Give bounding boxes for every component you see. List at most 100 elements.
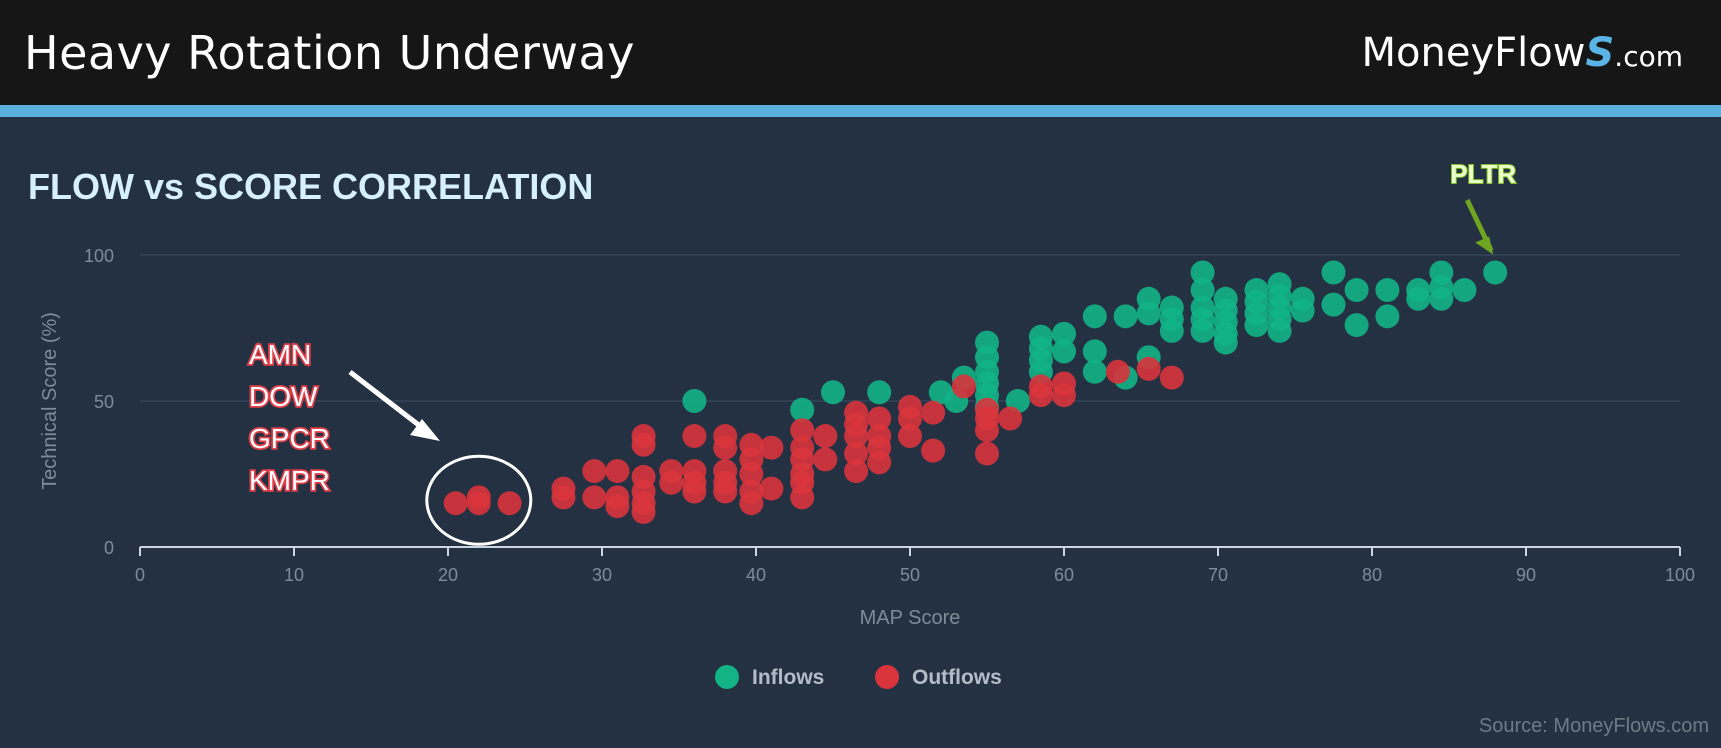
- y-tick-label: 50: [94, 392, 114, 412]
- inflow-point: [682, 389, 707, 413]
- x-tick-label: 10: [284, 565, 304, 585]
- outflow-point: [898, 406, 922, 431]
- outflow-point: [844, 441, 869, 466]
- chart-title: FLOW vs SCORE CORRELATION: [28, 166, 594, 207]
- outflow-point: [582, 485, 607, 510]
- annotation-arrowhead-pltr: [1475, 236, 1494, 255]
- inflow-point: [1321, 292, 1346, 317]
- x-tick-label: 100: [1665, 565, 1695, 585]
- outflow-point: [497, 491, 522, 516]
- inflow-point: [1344, 313, 1369, 338]
- inflow-point: [1082, 339, 1107, 364]
- annotation-circle-tickers: [425, 454, 533, 546]
- logo-s-mark: S: [1585, 30, 1615, 76]
- page-title: Heavy Rotation Underway: [24, 26, 635, 80]
- inflow-point: [1406, 286, 1431, 311]
- annotation-ticker-label: AMN: [249, 339, 311, 370]
- outflow-point: [551, 485, 576, 510]
- inflow-point: [1213, 330, 1238, 355]
- outflow-point: [582, 459, 607, 484]
- inflow-point: [1113, 304, 1138, 329]
- logo-wordmark: MoneyFlow: [1361, 30, 1586, 76]
- outflow-point: [898, 424, 922, 449]
- outflow-point: [659, 470, 684, 495]
- outflow-point: [921, 438, 946, 463]
- x-tick-label: 40: [746, 565, 766, 585]
- outflow-point: [631, 499, 656, 524]
- inflow-point: [1321, 260, 1346, 285]
- inflow-point: [1082, 359, 1107, 384]
- inflow-point: [1375, 278, 1400, 303]
- brand-logo: MoneyFlowS.com: [1362, 30, 1683, 76]
- y-axis-label: Technical Score (%): [39, 312, 61, 490]
- inflow-point: [1190, 278, 1215, 303]
- inflow-point: [1159, 318, 1184, 343]
- x-axis-label: MAP Score: [860, 607, 961, 629]
- outflow-point: [790, 418, 815, 443]
- inflow-point: [1452, 278, 1477, 303]
- outflow-point: [813, 424, 838, 449]
- outflow-point: [1159, 365, 1184, 390]
- y-tick-label: 100: [84, 246, 114, 266]
- inflow-point: [1082, 304, 1107, 329]
- outflow-point: [605, 459, 630, 484]
- outflow-point: [975, 441, 999, 466]
- legend-marker-outflows: [875, 665, 899, 689]
- legend-marker-inflows: [715, 665, 739, 689]
- outflow-point: [1105, 359, 1130, 384]
- outflow-point: [867, 406, 892, 431]
- inflow-point: [790, 397, 815, 422]
- inflow-point: [821, 380, 845, 405]
- outflow-point: [713, 435, 738, 460]
- outflow-point: [998, 406, 1023, 431]
- annotation-ticker-label: GPCR: [249, 423, 330, 454]
- outflow-point: [951, 374, 976, 399]
- inflow-point: [1136, 301, 1161, 326]
- legend-label-inflows: Inflows: [752, 666, 824, 689]
- outflow-point: [867, 450, 892, 475]
- x-tick-label: 70: [1208, 565, 1228, 585]
- outflow-point: [1028, 383, 1053, 408]
- outflow-point: [682, 424, 707, 449]
- y-tick-label: 0: [104, 538, 114, 558]
- inflow-point: [1483, 260, 1508, 285]
- x-tick-label: 80: [1362, 565, 1382, 585]
- outflow-point: [844, 459, 869, 484]
- outflow-point: [813, 447, 838, 472]
- outflow-point: [790, 485, 815, 510]
- inflow-point: [1190, 318, 1215, 343]
- inflow-point: [867, 380, 892, 405]
- outflow-point: [844, 424, 869, 449]
- annotation-ticker-label: KMPR: [249, 465, 330, 496]
- inflow-point: [1429, 286, 1454, 311]
- x-tick-label: 60: [1054, 565, 1074, 585]
- inflow-point: [1244, 313, 1269, 338]
- annotation-ticker-label: DOW: [249, 381, 318, 412]
- outflow-point: [921, 400, 946, 425]
- outflow-point: [759, 476, 784, 501]
- header-bar: Heavy Rotation Underway MoneyFlowS.com: [0, 0, 1721, 105]
- outflow-point: [631, 432, 656, 457]
- outflow-point: [713, 479, 738, 504]
- outflow-point: [466, 491, 491, 516]
- outflow-point: [1136, 356, 1161, 381]
- outflow-point: [1052, 383, 1076, 408]
- source-note: Source: MoneyFlows.com: [1478, 715, 1709, 737]
- accent-stripe: [0, 105, 1721, 117]
- outflow-point: [759, 435, 784, 460]
- inflow-point: [1267, 318, 1292, 343]
- outflow-point: [739, 491, 764, 516]
- annotation-pltr: PLTR: [1450, 159, 1516, 189]
- outflow-point: [975, 418, 999, 443]
- legend-label-outflows: Outflows: [912, 666, 1002, 689]
- x-tick-label: 0: [135, 565, 145, 585]
- outflow-point: [443, 491, 468, 516]
- x-tick-label: 50: [900, 565, 920, 585]
- annotation-arrow-tickers: [348, 370, 422, 428]
- outflow-point: [605, 494, 630, 519]
- inflow-point: [1344, 278, 1369, 303]
- inflow-point: [1290, 298, 1315, 323]
- logo-suffix: .com: [1614, 40, 1683, 73]
- outflow-point: [682, 479, 707, 504]
